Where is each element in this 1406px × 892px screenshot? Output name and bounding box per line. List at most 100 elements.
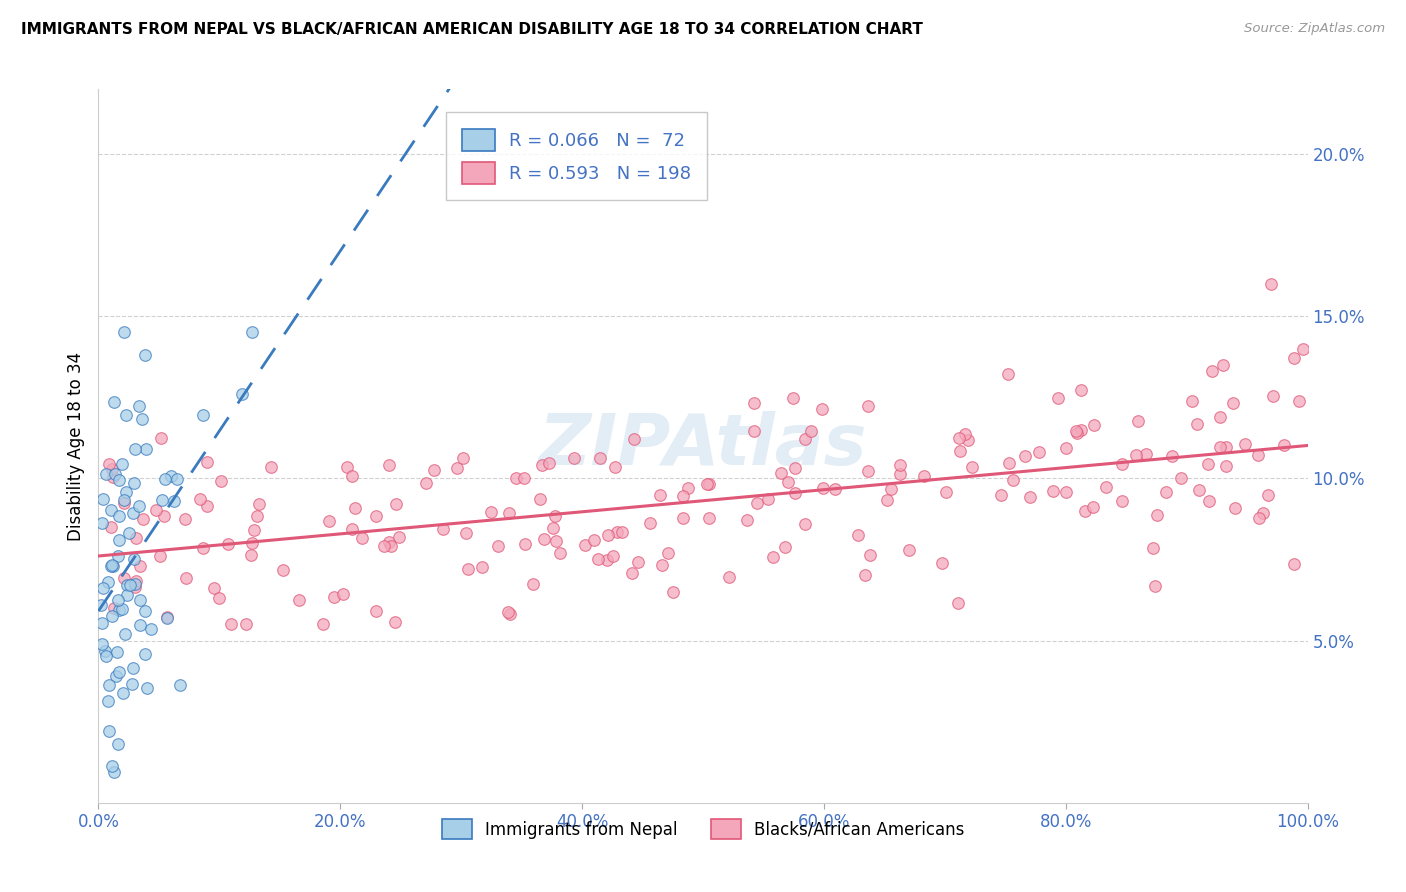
Point	[496, 605, 519, 619]
Point	[149, 549, 172, 564]
Point	[530, 458, 553, 472]
Point	[824, 482, 846, 496]
Point	[100, 520, 122, 534]
Point	[235, 617, 257, 632]
Point	[1142, 541, 1164, 555]
Point	[273, 563, 295, 577]
Point	[486, 539, 509, 553]
Legend: Immigrants from Nepal, Blacks/African Americans: Immigrants from Nepal, Blacks/African Am…	[434, 813, 972, 846]
Point	[811, 401, 834, 416]
Point	[97, 678, 120, 692]
Point	[134, 348, 156, 362]
Point	[121, 676, 143, 690]
Point	[1209, 410, 1232, 425]
Point	[1111, 457, 1133, 471]
Point	[90, 637, 112, 651]
Point	[195, 499, 218, 513]
Point	[114, 626, 136, 640]
Point	[602, 549, 624, 563]
Point	[1284, 351, 1306, 365]
Point	[91, 492, 114, 507]
Point	[132, 512, 155, 526]
Point	[169, 678, 191, 692]
Point	[288, 593, 311, 607]
Point	[97, 694, 120, 708]
Point	[498, 507, 520, 521]
Point	[1083, 418, 1105, 433]
Point	[318, 514, 340, 528]
Point	[332, 587, 354, 601]
Point	[876, 493, 898, 508]
Point	[139, 622, 162, 636]
Point	[128, 558, 150, 573]
Point	[853, 567, 876, 582]
Point	[956, 433, 979, 447]
Point	[603, 459, 626, 474]
Point	[217, 537, 239, 551]
Point	[150, 431, 173, 445]
Point	[457, 562, 479, 576]
Point	[1234, 437, 1257, 451]
Point	[112, 686, 135, 700]
Point	[91, 582, 114, 596]
Point	[1054, 484, 1077, 499]
Point	[1125, 448, 1147, 462]
Point	[231, 387, 253, 401]
Point	[793, 516, 815, 531]
Point	[794, 433, 817, 447]
Point	[174, 571, 197, 585]
Point	[202, 581, 225, 595]
Point	[103, 601, 125, 615]
Point	[782, 391, 804, 405]
Point	[672, 489, 695, 503]
Point	[350, 532, 373, 546]
Point	[124, 580, 146, 594]
Point	[94, 467, 117, 482]
Point	[513, 471, 536, 485]
Point	[191, 408, 214, 422]
Point	[90, 615, 112, 630]
Point	[856, 464, 879, 478]
Point	[125, 531, 148, 545]
Point	[432, 522, 454, 536]
Point	[1261, 389, 1284, 403]
Point	[1222, 396, 1244, 410]
Point	[990, 487, 1012, 501]
Point	[762, 550, 785, 565]
Text: Source: ZipAtlas.com: Source: ZipAtlas.com	[1244, 22, 1385, 36]
Point	[813, 481, 835, 495]
Point	[1001, 473, 1024, 487]
Point	[342, 522, 364, 536]
Point	[111, 458, 134, 472]
Point	[415, 476, 437, 491]
Point	[513, 537, 536, 551]
Point	[541, 521, 564, 535]
Point	[897, 543, 920, 558]
Point	[657, 546, 679, 560]
Point	[651, 558, 673, 572]
Point	[1111, 493, 1133, 508]
Point	[1181, 393, 1204, 408]
Point	[1128, 414, 1150, 428]
Point	[537, 456, 560, 470]
Point	[312, 617, 335, 632]
Point	[638, 516, 661, 531]
Point	[623, 432, 645, 446]
Point	[1154, 485, 1177, 500]
Point	[858, 548, 880, 562]
Point	[94, 644, 117, 658]
Point	[100, 558, 122, 573]
Point	[104, 467, 127, 481]
Point	[610, 525, 633, 540]
Point	[505, 471, 527, 485]
Point	[773, 540, 796, 554]
Point	[955, 427, 977, 442]
Point	[136, 681, 159, 695]
Point	[756, 492, 779, 507]
Point	[562, 450, 585, 465]
Point	[108, 473, 131, 487]
Point	[100, 502, 122, 516]
Point	[112, 496, 135, 510]
Point	[105, 645, 128, 659]
Point	[1054, 441, 1077, 455]
